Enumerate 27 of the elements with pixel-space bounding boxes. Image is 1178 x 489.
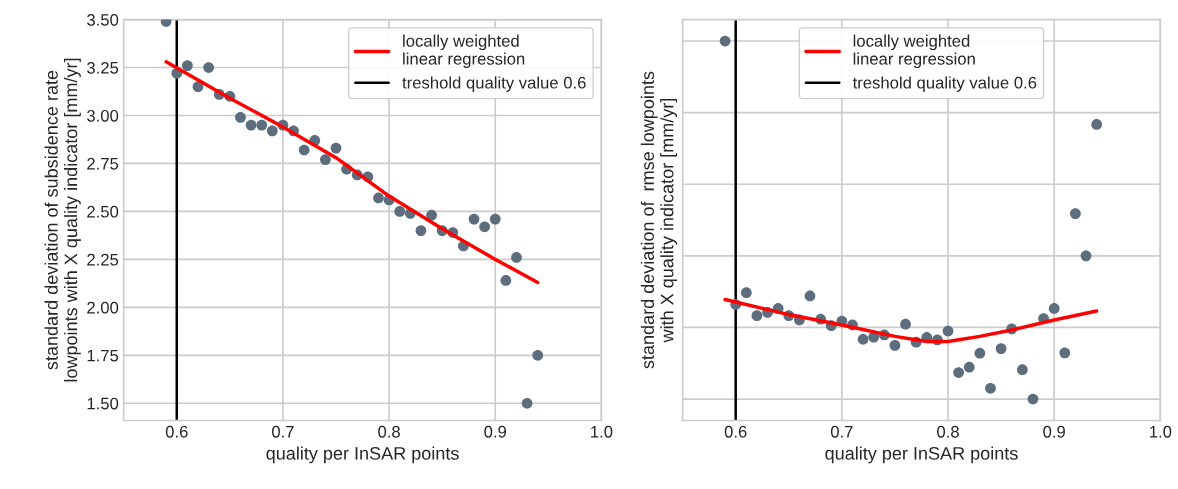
y-tick-label: 2.25: [87, 253, 119, 266]
x-tick-label: 0.6: [724, 425, 747, 438]
y-axis-title: standard deviation of subsidence rate lowpoints with X quality indicator [mm/yr]: [44, 58, 81, 382]
x-tick-label: 0.7: [272, 425, 294, 438]
y-tick-label: 3.25: [87, 61, 119, 74]
x-tick-label: 0.7: [830, 425, 853, 438]
y-tick-label: 3.50: [87, 13, 119, 26]
ref-line-label: treshold quality value 0.6: [402, 76, 586, 92]
legend-label: locally weighted linear regression: [853, 34, 975, 69]
x-axis-title: quality per InSAR points: [266, 446, 459, 464]
y-tick-label: 1.50: [87, 397, 119, 410]
y-tick-label: 2.50: [87, 205, 119, 218]
x-tick-label: 0.8: [937, 425, 959, 438]
x-tick-label: 0.9: [1043, 425, 1065, 438]
y-axis-title: standard deviation of rmse lowpoints with X quality indicator [mm/yr]: [640, 71, 678, 369]
y-tick-label: 2.00: [87, 301, 119, 314]
y-tick-label: 2.75: [87, 157, 119, 170]
x-tick-label: 0.9: [484, 425, 507, 438]
ref-line-label: treshold quality value 0.6: [852, 76, 1037, 92]
x-tick-label: 1.0: [1150, 425, 1172, 438]
x-tick-label: 0.8: [378, 425, 400, 438]
y-tick-label: 1.75: [87, 349, 119, 362]
legend-label: locally weighted linear regression: [403, 34, 525, 69]
x-tick-label: 1.0: [591, 425, 613, 438]
x-axis-title: quality per InSAR points: [825, 446, 1018, 464]
y-tick-label: 3.00: [87, 109, 119, 122]
x-tick-label: 0.6: [165, 425, 188, 438]
